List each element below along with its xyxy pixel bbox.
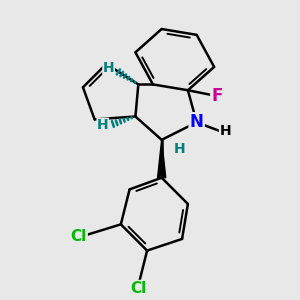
Text: Cl: Cl xyxy=(70,229,87,244)
Text: H: H xyxy=(173,142,185,156)
Text: H: H xyxy=(97,118,109,132)
Text: N: N xyxy=(190,113,204,131)
Polygon shape xyxy=(158,140,166,178)
Text: H: H xyxy=(219,124,231,138)
Text: Cl: Cl xyxy=(130,281,146,296)
Text: F: F xyxy=(212,87,223,105)
Text: H: H xyxy=(103,61,114,75)
